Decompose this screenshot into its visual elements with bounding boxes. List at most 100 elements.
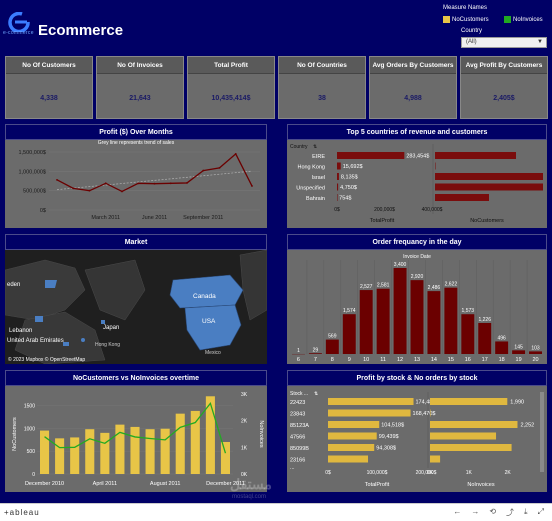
x-tick-label: 20 <box>532 357 538 363</box>
order-bar <box>325 339 339 354</box>
customers-invoices-combo-chart[interactable]: 0 500 1000 1500 0K 1K 2K 3K NoCustomers NoInvoice… <box>5 370 267 492</box>
panel-title: Profit by stock & No orders by stock <box>287 370 547 386</box>
x-tick-label: September 2011 <box>183 215 223 221</box>
y2-tick-label: 2K <box>241 419 248 425</box>
y-tick-label: 1000 <box>24 426 35 432</box>
y2-tick-label: 0K <box>241 472 248 478</box>
dashboard: e-commerce Ecommerce Measure Names NoCus… <box>0 0 552 503</box>
profit-bar <box>337 183 339 191</box>
invoices-bar <box>430 455 441 463</box>
invoices-series-line <box>44 401 227 454</box>
data-label: 1,990 <box>510 400 524 406</box>
x-tick-label: 15 <box>448 357 454 363</box>
x-tick-label: 8 <box>331 357 334 363</box>
x-tick-label: 11 <box>380 357 386 363</box>
data-label: 1,574 <box>343 308 356 314</box>
order-bar <box>393 268 407 354</box>
watermark-url: mostaql.com <box>232 494 267 500</box>
data-label: 103 <box>531 345 540 351</box>
legend-item-noinvoices[interactable]: NoInvoices <box>504 16 543 23</box>
x-axis-title: TotalProfit <box>370 218 395 224</box>
order-bar <box>512 350 526 354</box>
data-label: 1,573 <box>462 308 475 314</box>
customers-bar <box>205 396 215 474</box>
profit-line-chart[interactable]: 0$ 500,000$ 1,000,000$ 1,500,000$ March 2011… <box>5 124 267 228</box>
dimension-header: Stock ... <box>290 391 308 397</box>
order-bar <box>359 290 373 354</box>
x-tick-label: 9 <box>348 357 351 363</box>
data-label: 145 <box>514 344 523 350</box>
x-tick-label: 10 <box>363 357 369 363</box>
map-label-usa: USA <box>202 318 216 325</box>
tableau-logo: +ableau <box>4 508 40 517</box>
share-icon[interactable]: ⤴ <box>506 508 515 517</box>
data-label: 2,486 <box>428 285 441 291</box>
y-tick-label: 1,500,000$ <box>18 150 46 156</box>
data-label: 94,308$ <box>376 446 396 452</box>
profit-over-months-panel: Profit ($) Over Months Grey line represe… <box>5 124 267 228</box>
kpi-label: Avg Profit By Customers <box>461 57 547 74</box>
data-label: 15,692$ <box>343 164 363 170</box>
customers-bar <box>435 173 543 180</box>
fullscreen-icon[interactable]: ⤢ <box>537 507 544 516</box>
data-point <box>202 169 205 172</box>
panel-subtitle: Grey line represents trend of sales <box>97 140 175 146</box>
profit-bar <box>328 421 380 428</box>
y-tick-label: 500,000$ <box>23 189 46 195</box>
x-axis-title: NoInvoices <box>467 482 494 488</box>
data-label: 29 <box>313 347 319 353</box>
trend-line <box>56 170 253 191</box>
kpi-card-total-profit: Total Profit 10,435,414$ <box>187 56 275 119</box>
redo-icon[interactable]: → <box>471 507 480 516</box>
data-label: 2,920 <box>411 274 424 280</box>
x2-tick-label: 1K <box>466 470 473 476</box>
data-label: 496 <box>497 335 506 341</box>
country-filter-select[interactable]: (All) ▼ <box>461 37 547 48</box>
x-tick-label: 19 <box>516 357 522 363</box>
download-icon[interactable]: ⤓ <box>524 507 528 516</box>
order-bar <box>376 288 390 354</box>
category-label: 23166 <box>290 458 305 464</box>
y-tick-label: 1,000,000$ <box>18 169 46 175</box>
undo-icon[interactable]: ← <box>453 507 462 516</box>
kpi-value: 10,435,414$ <box>211 95 251 102</box>
kpi-value: 4,988 <box>404 95 422 102</box>
page-title: Ecommerce <box>38 22 124 39</box>
data-label: 99,439$ <box>379 434 399 440</box>
data-point <box>153 182 156 185</box>
order-bar <box>478 322 492 354</box>
x-tick-label: 0$ <box>325 470 331 476</box>
order-bar <box>444 287 458 354</box>
legend-label: NoCustomers <box>452 16 489 23</box>
customers-bar <box>160 428 170 474</box>
category-label: 85123A <box>290 423 309 429</box>
profit-series-line <box>56 152 253 193</box>
stock-bar-chart[interactable]: Stock ... ⇅ 22423 174,485$ 1,990 23843 168,470… <box>287 370 547 492</box>
data-label: 2,252 <box>520 423 534 429</box>
x-tick-label: August 2011 <box>150 481 180 487</box>
data-point <box>121 190 123 193</box>
map-label-uae: United Arab Emirates <box>7 338 64 344</box>
customers-invoices-panel: NoCustomers vs NoInvoices overtime 0 500 1… <box>5 370 267 492</box>
x-tick-label: 12 <box>397 357 403 363</box>
x2-tick-label: 2K <box>505 470 512 476</box>
market-map[interactable]: Canada USA Japan Lebanon United Arab Emi… <box>5 250 267 364</box>
country-filter-label: Country <box>461 28 483 34</box>
top5-bar-chart[interactable]: Country ⇅ EIRE 283,454$ Hong Kong 15,692$ Isra… <box>287 124 547 228</box>
category-label: 47566 <box>290 435 305 441</box>
category-label: 22423 <box>290 400 305 406</box>
order-bar <box>461 314 475 354</box>
x-axis-title: TotalProfit <box>365 482 390 488</box>
order-bar <box>342 314 356 354</box>
y-axis-title: NoCustomers <box>12 417 18 451</box>
x-tick-label: 400,000$ <box>422 207 443 213</box>
legend-item-nocustomers[interactable]: NoCustomers <box>443 16 489 23</box>
order-frequency-bar-chart[interactable]: Invoice Date1629756981,57492,527102,5811… <box>287 234 547 364</box>
x-tick-label: 6 <box>297 357 300 363</box>
x-tick-label: 7 <box>314 357 317 363</box>
profit-bar <box>328 432 377 440</box>
revert-icon[interactable]: ⟲ <box>489 507 497 516</box>
data-point <box>72 187 75 190</box>
data-label: 104,518$ <box>381 423 404 429</box>
invoices-bar <box>430 409 431 417</box>
